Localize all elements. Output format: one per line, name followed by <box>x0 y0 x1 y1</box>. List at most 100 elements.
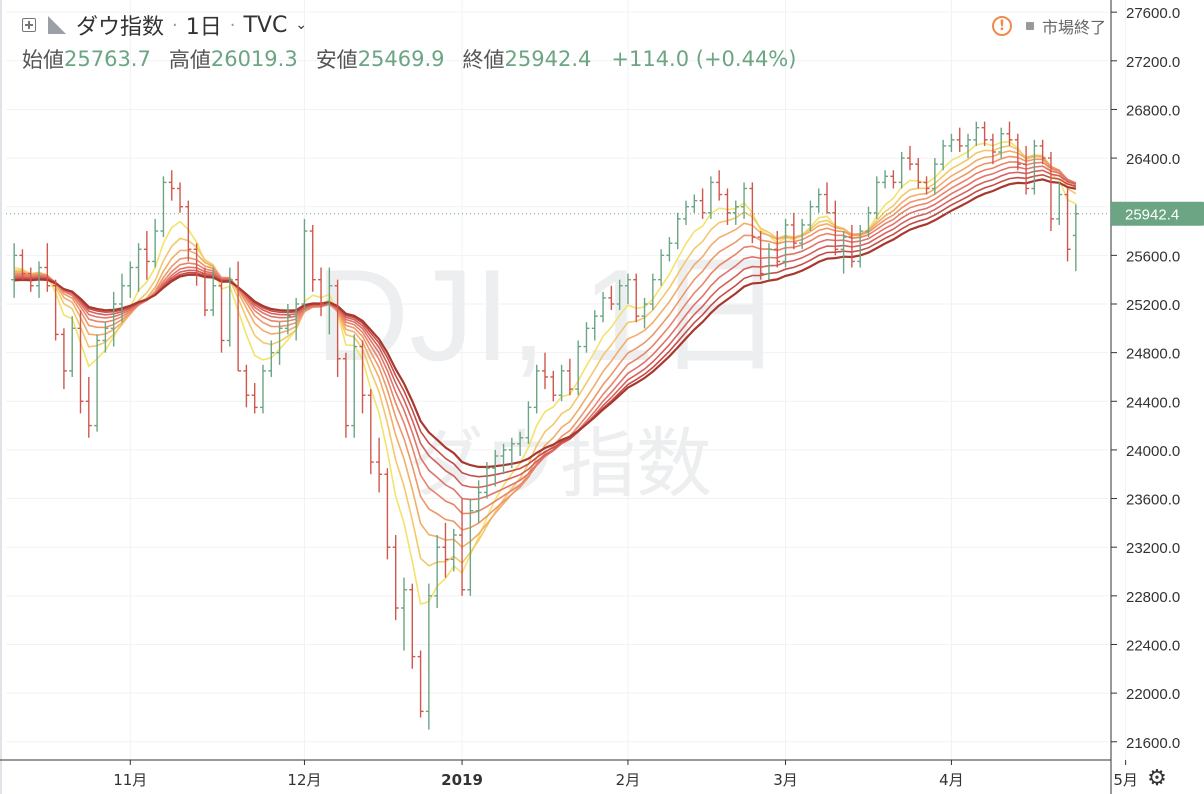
ohlc-bar <box>85 376 92 438</box>
ohlc-bar <box>77 310 84 414</box>
ohlc-bar <box>591 310 598 341</box>
ema-line <box>14 144 1077 567</box>
symbol-header: ダウ指数 · 1日 · TVC ⌄ <box>22 10 307 40</box>
ohlc-bar <box>674 212 681 250</box>
ema-line <box>14 169 1077 489</box>
ohlc-bar <box>284 304 291 335</box>
ema-line <box>14 173 1077 478</box>
ohlc-bar <box>865 206 872 238</box>
alert-icon[interactable]: ! <box>991 16 1012 36</box>
ohlc-bar <box>276 322 283 365</box>
price-tick-label: 23600.0 <box>1126 492 1180 509</box>
ohlc-bar <box>732 200 739 225</box>
ohlc-bar <box>193 243 200 286</box>
time-tick-label: 11月 <box>113 771 147 789</box>
change-value: +114.0 (+0.44%) <box>611 47 797 71</box>
price-axis[interactable]: 27600.027200.026800.026400.026000.025600… <box>1110 0 1204 794</box>
chevron-down-icon[interactable]: ⌄ <box>295 17 308 33</box>
ohlc-bar <box>832 200 839 256</box>
time-axis[interactable]: 11月 12月 2019 2月 3月 4月 5月 <box>0 759 1138 789</box>
ohlc-bar <box>923 176 930 195</box>
ohlc-bar <box>135 243 142 292</box>
ohlc-bar <box>185 200 192 262</box>
ohlc-bar <box>342 352 349 438</box>
ohlc-bar <box>259 364 266 414</box>
price-tick-label: 22800.0 <box>1126 589 1180 606</box>
ohlc-bar <box>508 437 515 469</box>
ohlc-bar <box>218 279 225 353</box>
low-value: 25469.9 <box>357 47 445 71</box>
ohlc-bar <box>799 218 806 250</box>
ohlc-bar <box>434 535 441 608</box>
ohlc-bar <box>807 200 814 232</box>
time-tick-label: 5月 <box>1113 771 1138 789</box>
ohlc-bar <box>102 322 109 353</box>
ohlc-bar <box>624 273 631 304</box>
ohlc-bar <box>824 182 831 214</box>
ohlc-bar <box>69 316 76 377</box>
ohlc-bar <box>525 401 532 444</box>
plus-square-icon[interactable] <box>22 18 36 32</box>
price-tick-label: 26800.0 <box>1126 102 1180 119</box>
ohlc-bar <box>724 188 731 225</box>
ohlc-bar <box>691 194 698 213</box>
price-tick-label: 24800.0 <box>1126 346 1180 363</box>
ohlc-bar <box>973 121 980 146</box>
ohlc-bar <box>235 261 242 372</box>
ohlc-bar <box>409 583 416 669</box>
ohlc-bar <box>981 121 988 146</box>
ohlc-legend: 始値 25763.7 高値 26019.3 安値 25469.9 終値 2594… <box>22 44 796 74</box>
price-tick-label: 24400.0 <box>1126 394 1180 411</box>
ohlc-bar <box>293 297 300 341</box>
symbol-name[interactable]: ダウ指数 <box>76 15 165 40</box>
price-tick-label: 22000.0 <box>1126 686 1180 703</box>
ohlc-bar <box>1039 139 1046 165</box>
ohlc-bar <box>60 328 67 390</box>
time-tick-label: 2月 <box>616 771 641 789</box>
ohlc-bar <box>782 218 789 268</box>
ohlc-bar <box>616 279 623 311</box>
ohlc-bar <box>425 583 432 730</box>
status-text: 市場終了 <box>1041 18 1106 37</box>
watermark-name: ダウ指数 <box>408 419 712 508</box>
ohlc-bar <box>243 364 250 408</box>
source-label[interactable]: TVC <box>243 12 288 38</box>
ohlc-bar <box>367 389 374 475</box>
ema-line <box>14 150 1077 549</box>
ohlc-bar <box>19 249 26 280</box>
grid-lines <box>0 0 1127 794</box>
ohlc-bar <box>765 243 772 280</box>
price-tick-label: 26400.0 <box>1126 151 1180 168</box>
ohlc-bar <box>716 170 723 201</box>
ohlc-bar <box>483 462 490 499</box>
ohlc-bar <box>550 370 557 402</box>
ohlc-bar <box>1023 145 1030 195</box>
ema-line <box>13 140 1077 606</box>
ohlc-bar <box>309 224 316 292</box>
ohlc-bar <box>558 364 565 402</box>
price-tick-label: 23200.0 <box>1126 540 1180 557</box>
interval-label[interactable]: 1日 <box>185 15 222 40</box>
ohlc-bar <box>757 231 764 280</box>
last-price-badge <box>1111 201 1204 226</box>
ohlc-bar <box>1006 121 1013 146</box>
ohlc-bar <box>774 231 781 268</box>
ohlc-bar <box>600 291 607 323</box>
ohlc-bar <box>450 528 457 572</box>
ohlc-bar <box>641 297 648 329</box>
triangle-icon <box>48 16 66 34</box>
ohlc-bar <box>989 133 996 165</box>
ohlc-bar <box>492 449 499 487</box>
gear-icon[interactable]: ⚙ <box>1147 766 1167 791</box>
ohlc-bar <box>840 231 847 274</box>
price-tick-label: 24000.0 <box>1126 443 1180 460</box>
ohlc-bar <box>44 243 51 292</box>
ohlc-bar <box>11 243 18 298</box>
price-tick-label: 25600.0 <box>1126 248 1180 265</box>
ohlc-bar <box>998 127 1005 159</box>
ohlc-bar <box>1047 152 1054 232</box>
ohlc-bar <box>94 334 101 432</box>
separator-dot: · <box>172 14 178 36</box>
ohlc-bar <box>110 291 117 347</box>
